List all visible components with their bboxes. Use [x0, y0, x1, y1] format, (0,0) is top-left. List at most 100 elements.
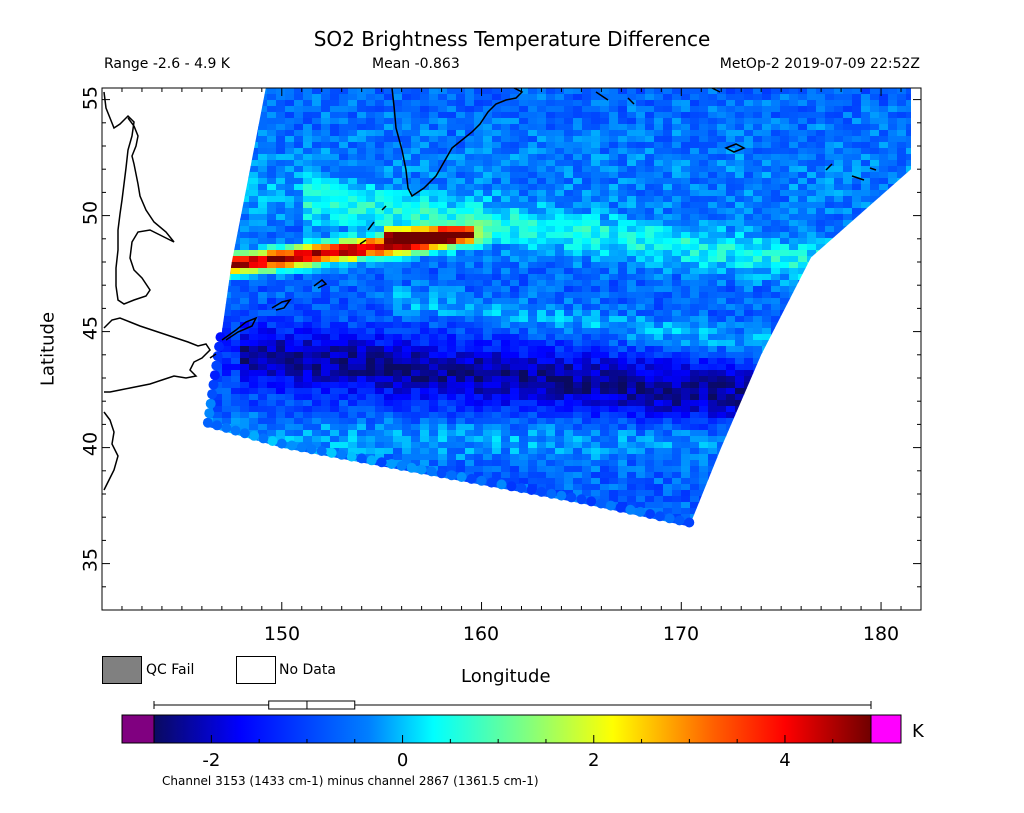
swath-pixel	[501, 406, 511, 413]
swath-pixel	[564, 232, 574, 239]
swath-pixel	[474, 352, 484, 359]
swath-pixel	[645, 166, 655, 173]
swath-pixel	[267, 112, 277, 119]
swath-pixel	[519, 418, 529, 425]
swath-pixel	[483, 352, 493, 359]
swath-pixel	[339, 112, 349, 119]
swath-pixel	[537, 172, 547, 179]
swath-pixel	[456, 448, 466, 455]
swath-pixel	[717, 244, 727, 251]
swath-pixel	[207, 142, 214, 149]
swath-pixel	[447, 388, 457, 395]
swath-pixel	[456, 256, 466, 263]
swath-pixel	[618, 418, 628, 425]
swath-pixel	[312, 172, 322, 179]
swath-pixel	[546, 268, 556, 275]
swath-pixel	[276, 244, 286, 251]
swath-pixel	[546, 436, 556, 443]
swath-pixel	[600, 244, 610, 251]
swath-pixel	[231, 280, 241, 287]
swath-pixel	[429, 424, 439, 431]
swath-pixel	[645, 136, 655, 143]
swath-pixel	[258, 304, 268, 311]
swath-pixel	[843, 322, 853, 329]
swath-pixel	[582, 208, 592, 215]
swath-pixel	[258, 298, 268, 305]
swath-pixel	[753, 298, 763, 305]
swath-pixel	[330, 226, 340, 233]
swath-pixel	[618, 112, 628, 119]
swath-pixel	[276, 430, 286, 437]
swath-pixel	[780, 310, 790, 317]
swath-pixel	[582, 424, 592, 431]
swath-pixel	[474, 124, 484, 131]
swath-pixel	[537, 352, 547, 359]
swath-pixel	[861, 106, 871, 113]
swath-pixel	[510, 190, 520, 197]
swath-pixel	[321, 424, 331, 431]
swath-pixel	[618, 256, 628, 263]
swath-pixel	[600, 292, 610, 299]
swath-pixel	[447, 190, 457, 197]
swath-pixel	[438, 436, 448, 443]
swath-pixel	[654, 298, 664, 305]
swath-pixel	[483, 184, 493, 191]
swath-pixel	[762, 112, 772, 119]
swath-pixel	[726, 418, 736, 425]
swath-pixel	[258, 418, 268, 425]
swath-pixel	[564, 262, 574, 269]
swath-pixel	[654, 202, 664, 209]
swath-pixel	[879, 376, 889, 383]
swath-pixel	[834, 298, 844, 305]
swath-pixel	[888, 124, 898, 131]
swath-pixel	[609, 238, 619, 245]
swath-pixel	[429, 310, 439, 317]
swath-pixel	[654, 316, 664, 323]
swath-pixel	[501, 250, 511, 257]
swath-pixel	[303, 94, 313, 101]
swath-pixel	[528, 418, 538, 425]
swath-pixel	[816, 280, 826, 287]
swath-pixel	[699, 286, 709, 293]
swath-pixel	[213, 412, 223, 419]
swath-pixel	[807, 370, 817, 377]
swath-pixel	[366, 394, 376, 401]
swath-pixel	[411, 148, 421, 155]
swath-pixel	[744, 208, 754, 215]
swath-pixel	[771, 118, 781, 125]
swath-pixel	[717, 154, 727, 161]
swath-pixel	[420, 178, 430, 185]
swath-pixel	[258, 238, 268, 245]
swath-pixel	[321, 160, 331, 167]
swath-pixel	[717, 112, 727, 119]
swath-pixel	[681, 118, 691, 125]
swath-pixel	[780, 274, 790, 281]
swath-pixel	[330, 298, 340, 305]
swath-pixel	[843, 136, 853, 143]
swath-pixel	[861, 184, 871, 191]
swath-pixel	[474, 154, 484, 161]
swath-pixel	[690, 400, 700, 407]
swath-pixel	[483, 208, 493, 215]
swath-pixel	[654, 280, 664, 287]
swath-pixel	[213, 442, 223, 449]
swath-pixel	[546, 316, 556, 323]
swath-pixel	[483, 364, 493, 371]
swath-pixel	[510, 268, 520, 275]
swath-pixel	[447, 310, 457, 317]
swath-pixel	[294, 166, 304, 173]
swath-pixel	[231, 382, 241, 389]
swath-pixel	[285, 310, 295, 317]
swath-pixel	[321, 202, 331, 209]
swath-pixel	[465, 358, 475, 365]
swath-pixel	[717, 268, 727, 275]
swath-pixel	[897, 340, 907, 347]
swath-pixel	[429, 286, 439, 293]
swath-pixel	[861, 274, 871, 281]
swath-pixel	[843, 364, 853, 371]
swath-pixel	[672, 154, 682, 161]
swath-pixel	[276, 424, 286, 431]
swath-pixel	[735, 232, 745, 239]
swath-pixel	[195, 346, 205, 353]
swath-pixel	[708, 412, 718, 419]
